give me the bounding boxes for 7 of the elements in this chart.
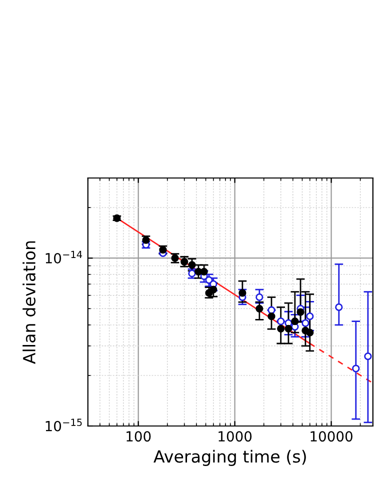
x-tick-label: 10000 [310,431,352,442]
y-tick-label: 10$^{−14}$ [46,250,82,264]
y-axis-title: Allan deviation [22,241,36,364]
x-tick-label: 1000 [218,431,252,442]
y-tick-label: 10$^{−15}$ [46,418,82,432]
x-tick-label: 100 [126,431,151,442]
x-axis-title: Averaging time (s) [154,450,306,466]
